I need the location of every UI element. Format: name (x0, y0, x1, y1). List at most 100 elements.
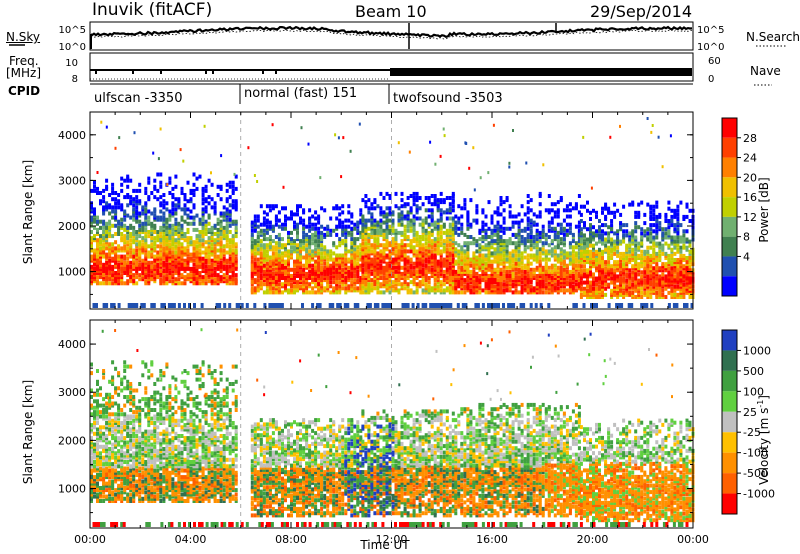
scatter-cell (359, 284, 363, 289)
scatter-cell (102, 209, 106, 214)
scatter-cell (595, 210, 598, 215)
scatter-cell (670, 256, 674, 260)
scatter-cell (120, 246, 124, 251)
scatter-cell (511, 278, 515, 283)
scatter-cell (607, 276, 611, 281)
scatter-cell (219, 232, 223, 236)
scatter-cell (394, 241, 398, 246)
scatter-cell (649, 227, 653, 232)
scatter-cell (302, 267, 306, 272)
scatter-cell (150, 277, 154, 282)
scatter-cell (153, 178, 157, 183)
scatter-cell (268, 284, 272, 289)
scatter-cell (601, 264, 604, 269)
nsky-trace (90, 25, 693, 38)
scatter-cell (338, 280, 342, 285)
scatter-cell (460, 226, 464, 231)
scatter-cell (225, 275, 229, 280)
scatter-cell (556, 208, 560, 213)
scatter-cell (376, 274, 380, 278)
scatter-cell (439, 249, 443, 254)
scatter-cell (625, 243, 629, 248)
scatter-cell (287, 249, 290, 254)
scatter-cell (658, 241, 662, 246)
scatter-cell (436, 241, 440, 246)
scatter-cell (379, 276, 383, 280)
scatter-cell (265, 282, 269, 287)
scatter-cell (406, 210, 410, 215)
scatter-cell (120, 277, 124, 282)
scatter-cell (168, 225, 172, 230)
scatter-cell (496, 232, 500, 237)
scatter-cell (165, 225, 169, 230)
scatter-cell (171, 195, 175, 200)
scatter-cell (409, 288, 413, 293)
scatter-cell (350, 232, 354, 237)
scatter-cell (658, 212, 662, 217)
scatter-cell (210, 264, 214, 269)
scatter-cell (394, 278, 398, 283)
scatter-cell (553, 232, 557, 237)
scatter-cell (147, 234, 151, 239)
scatter-cell (661, 247, 665, 252)
scatter-cell (344, 249, 348, 254)
scatter-cell (135, 256, 139, 261)
scatter-cell (454, 269, 458, 274)
scatter-cell (111, 234, 115, 239)
scatter-cell (475, 239, 479, 244)
scatter-cell (195, 234, 199, 239)
scatter-cell (511, 220, 515, 225)
scatter-cell (577, 257, 581, 262)
scatter-cell (643, 251, 647, 256)
scatter-cell (445, 243, 449, 248)
scatter-cell (427, 214, 431, 219)
scatter-cell (604, 247, 608, 252)
scatter-cell (592, 276, 595, 281)
scatter-cell (421, 222, 425, 227)
scatter-cell (604, 292, 608, 297)
scatter-cell (296, 253, 299, 258)
scatter-cell (559, 269, 563, 274)
scatter-cell (502, 226, 506, 231)
scatter-cell (314, 278, 318, 283)
scatter-cell (631, 251, 635, 256)
scatter-cell (359, 257, 363, 262)
scatter-cell (388, 228, 392, 233)
scatter-cell (102, 252, 106, 257)
scatter-cell (126, 193, 130, 197)
scatter-cell (296, 288, 299, 293)
scatter-cell (201, 209, 205, 214)
scatter-cell (147, 264, 151, 269)
scatter-cell (234, 281, 238, 286)
scatter-cell (120, 260, 124, 265)
scatter-cell (532, 269, 536, 274)
scatter-cell (204, 260, 208, 265)
scatter-cell (314, 274, 318, 278)
scatter-cell (529, 198, 533, 203)
scatter-cell (210, 238, 214, 243)
scatter-cell (472, 288, 476, 293)
scatter-cell (490, 214, 494, 219)
scatter-cell (225, 213, 229, 218)
scatter-cell (274, 251, 278, 256)
scatter-cell (284, 261, 287, 266)
scatter-cell (201, 242, 205, 247)
scatter-cell (517, 253, 521, 258)
scatter-cell (472, 237, 476, 242)
scatter-cell (664, 264, 668, 269)
scatter-cell (114, 256, 118, 261)
scatter-cell (502, 282, 506, 287)
scatter-cell (466, 210, 470, 215)
scatter-cell (250, 243, 254, 248)
scatter-cell (168, 176, 172, 181)
scatter-cell (174, 256, 178, 261)
scatter-cell (262, 265, 266, 270)
scatter-cell (661, 288, 665, 293)
scatter-cell (649, 272, 653, 277)
scatter-cell (643, 249, 647, 254)
scatter-cell (382, 284, 386, 289)
scatter-cell (532, 245, 536, 250)
scatter-cell (451, 261, 455, 266)
scatter-cell (250, 269, 254, 274)
scatter-cell (234, 201, 238, 206)
